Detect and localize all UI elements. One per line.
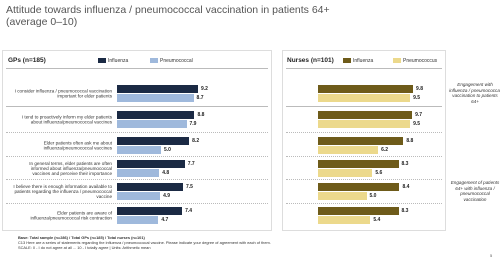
- footnote: C13 Here are a series of statements rega…: [18, 240, 271, 245]
- bar: [117, 192, 161, 200]
- row-separator: [286, 203, 442, 204]
- category-label: Elder patients often ask me about influe…: [43, 140, 112, 151]
- row-separator: [286, 179, 442, 180]
- legend-label: Pneumococcus: [403, 57, 438, 64]
- category-label: I consider influenza / pneumococcal vacc…: [14, 88, 112, 99]
- bar: [117, 137, 190, 145]
- value-label: 7.5: [186, 184, 193, 190]
- bar: [318, 120, 411, 128]
- bar: [318, 192, 367, 200]
- header-rule: [6, 68, 268, 69]
- value-label: 6.2: [381, 147, 389, 153]
- bar: [318, 94, 411, 102]
- bar: [318, 169, 373, 177]
- bar: [117, 146, 161, 154]
- value-label: 4.9: [163, 193, 171, 199]
- legend-label: Influenza: [353, 57, 374, 64]
- bar: [318, 146, 379, 154]
- panel-title: GPs (n=185): [8, 57, 46, 64]
- bar: [117, 207, 183, 215]
- row-separator: [6, 132, 268, 133]
- annotation: Engagement of patients 64+ with influenz…: [450, 180, 500, 202]
- value-label: 7.7: [187, 161, 195, 167]
- legend-label: Influenza: [108, 57, 129, 64]
- bar: [318, 111, 413, 119]
- value-label: 8.2: [192, 138, 200, 144]
- value-label: 4.7: [161, 217, 169, 223]
- bar: [318, 216, 371, 224]
- value-label: 9.8: [416, 86, 423, 92]
- bar: [117, 120, 187, 128]
- value-label: 8.3: [401, 208, 409, 214]
- value-label: 7.9: [189, 121, 197, 127]
- nurse-panel: [282, 50, 446, 231]
- footnote: SCALE: 0 - I do not agree at all ... 10 …: [18, 245, 151, 250]
- row-separator: [6, 203, 268, 204]
- row-separator: [286, 132, 442, 133]
- page-title: Attitude towards influenza / pneumococca…: [6, 4, 330, 28]
- category-label: I believe there is enough information av…: [13, 183, 112, 200]
- value-label: 5.0: [369, 193, 377, 199]
- legend-swatch: [393, 58, 401, 63]
- legend-swatch: [150, 58, 158, 63]
- legend-swatch: [343, 58, 351, 63]
- row-separator: [6, 179, 268, 180]
- footnote: Base: Total sample (n=286) / Total GPs (…: [18, 235, 145, 240]
- bar: [117, 85, 198, 93]
- legend-swatch: [98, 58, 106, 63]
- value-label: 9.5: [413, 95, 421, 101]
- page-number: 5: [490, 253, 493, 258]
- row-separator: [6, 106, 268, 107]
- value-label: 8.8: [197, 112, 205, 118]
- category-label: I tend to proactively inform my elder pa…: [21, 114, 112, 125]
- bar: [318, 160, 399, 168]
- value-label: 5.4: [373, 217, 381, 223]
- bar: [117, 94, 194, 102]
- bar: [318, 207, 399, 215]
- legend-label: Pneumococcal: [160, 57, 193, 64]
- header-rule: [286, 68, 442, 69]
- row-separator: [6, 156, 268, 157]
- row-separator: [286, 156, 442, 157]
- category-label: In general terms, elder patients are oft…: [29, 160, 112, 177]
- bar: [117, 160, 185, 168]
- bar: [117, 216, 159, 224]
- value-label: 8.4: [402, 184, 410, 190]
- value-label: 8.7: [196, 95, 204, 101]
- bar: [117, 111, 195, 119]
- bar: [318, 137, 404, 145]
- category-label: Elder patients are aware of influenza/pn…: [30, 210, 112, 221]
- value-label: 9.2: [200, 86, 208, 92]
- value-label: 9.5: [413, 121, 421, 127]
- value-label: 4.8: [162, 170, 170, 176]
- bar: [318, 85, 414, 93]
- value-label: 8.8: [406, 138, 414, 144]
- value-label: 7.4: [185, 208, 193, 214]
- gp-panel: [2, 50, 272, 231]
- value-label: 9.7: [415, 112, 423, 118]
- panel-title: Nurses (n=101): [287, 57, 334, 64]
- bar: [117, 169, 160, 177]
- bar: [318, 183, 400, 191]
- value-label: 5.0: [164, 147, 171, 153]
- row-separator: [286, 106, 442, 107]
- annotation: Engagement with influenza / pneumococcal…: [449, 82, 500, 104]
- bar: [117, 183, 183, 191]
- value-label: 8.3: [401, 161, 409, 167]
- value-label: 5.6: [375, 170, 383, 176]
